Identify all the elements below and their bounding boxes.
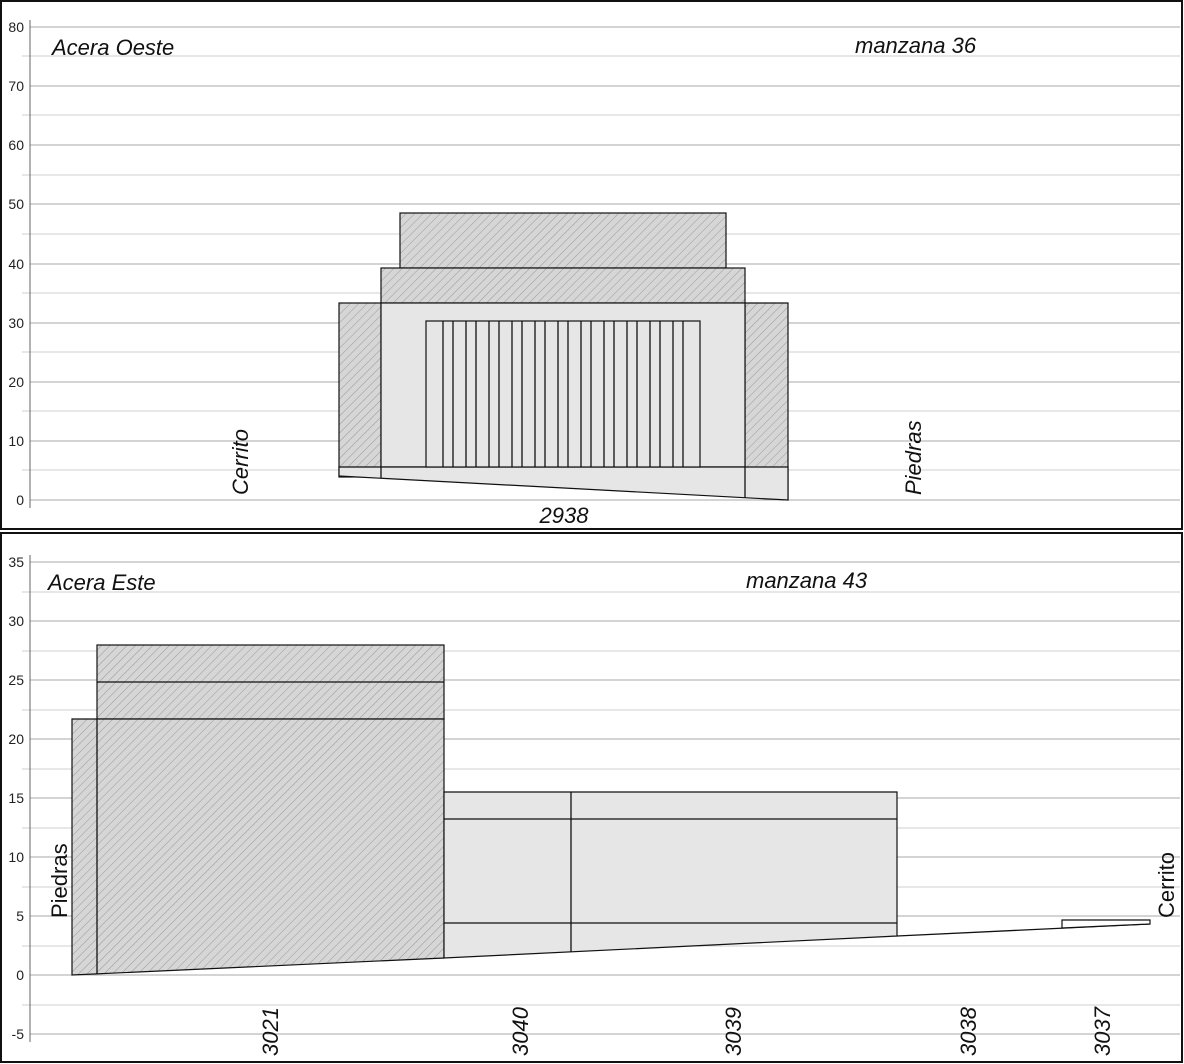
building-3040-3039-block xyxy=(443,791,898,959)
y-tick-label: 50 xyxy=(8,196,24,212)
top-street-right: Piedras xyxy=(901,420,926,495)
y-tick-label: -5 xyxy=(12,1026,25,1042)
y-tick-label: 10 xyxy=(8,433,24,449)
building-slatted-panel xyxy=(425,320,701,468)
y-tick-label: 25 xyxy=(8,672,24,688)
building-slats xyxy=(442,321,684,467)
y-tick-label: 0 xyxy=(16,967,24,983)
top-title-left: Acera Oeste xyxy=(50,35,174,60)
panel-acera-este: 35 30 25 20 15 10 5 0 -5 Ace xyxy=(0,532,1184,1064)
y-tick-label: 70 xyxy=(8,78,24,94)
bottom-street-right: Cerrito xyxy=(1154,852,1179,918)
top-title-right: manzana 36 xyxy=(855,33,977,58)
building-3021 xyxy=(71,644,445,976)
lot-label: 3040 xyxy=(508,1006,533,1056)
bottom-title-left: Acera Este xyxy=(46,570,156,595)
y-tick-label: 80 xyxy=(8,19,24,35)
building-3037-marker xyxy=(1061,919,1151,929)
bottom-y-tick-labels: 35 30 25 20 15 10 5 0 -5 xyxy=(8,554,24,1042)
building-3021-lower xyxy=(71,718,445,976)
lot-label: 3039 xyxy=(721,1007,746,1056)
top-y-tick-labels: 80 70 60 50 40 30 20 10 0 xyxy=(8,19,24,508)
y-tick-label: 15 xyxy=(8,790,24,806)
lot-label: 3021 xyxy=(258,1007,283,1056)
building-2938 xyxy=(338,212,789,501)
panel-acera-oeste: 80 70 60 50 40 30 20 10 0 xyxy=(0,0,1184,530)
lot-label: 3037 xyxy=(1090,1006,1115,1056)
y-tick-label: 20 xyxy=(8,374,24,390)
building-left-pier xyxy=(338,302,382,478)
y-tick-label: 35 xyxy=(8,554,24,570)
building-3040-3039 xyxy=(443,791,898,959)
y-tick-label: 60 xyxy=(8,137,24,153)
bottom-title-right: manzana 43 xyxy=(746,568,868,593)
y-tick-label: 0 xyxy=(16,492,24,508)
y-tick-label: 10 xyxy=(8,849,24,865)
y-tick-label: 20 xyxy=(8,731,24,747)
bottom-street-left: Piedras xyxy=(47,843,72,918)
top-panel-frame xyxy=(0,0,1183,530)
bottom-panel-frame xyxy=(0,532,1183,1063)
top-street-left: Cerrito xyxy=(228,429,253,495)
building-upper-tier xyxy=(399,212,727,269)
top-lot-label: 2938 xyxy=(539,503,590,528)
y-tick-label: 40 xyxy=(8,256,24,272)
bottom-lot-labels: 3021 3040 3039 3038 3037 xyxy=(258,1006,1115,1056)
lot-label: 3038 xyxy=(956,1006,981,1056)
y-tick-label: 5 xyxy=(16,908,24,924)
y-tick-label: 30 xyxy=(8,315,24,331)
y-tick-label: 30 xyxy=(8,613,24,629)
building-second-tier xyxy=(380,267,746,304)
